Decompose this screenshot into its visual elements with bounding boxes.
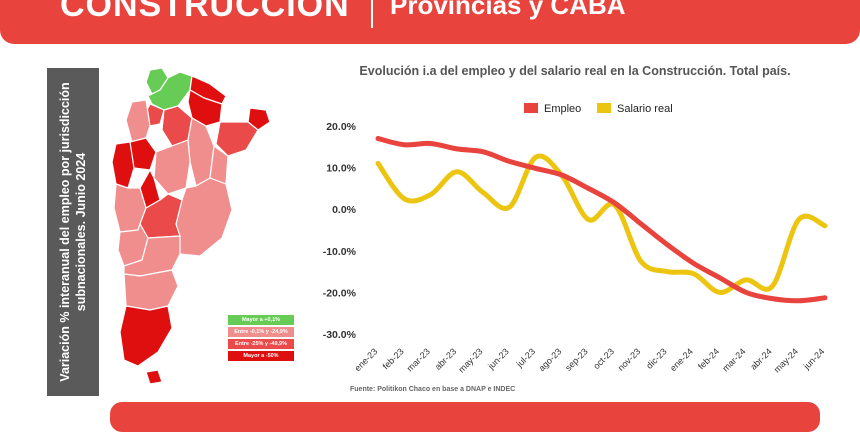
- map-region-chaco: [187, 89, 223, 127]
- map-region-buenosaires: [175, 177, 233, 257]
- x-tick-label: dic-23: [644, 346, 668, 370]
- x-tick-label: jun-23: [485, 346, 510, 371]
- x-tick-label: abr-24: [748, 346, 773, 371]
- x-tick-label: may-23: [456, 346, 484, 374]
- header-divider: [371, 0, 373, 28]
- map-legend-positive: Mayor a +0,1%: [228, 315, 294, 325]
- x-tick-label: feb-23: [381, 346, 406, 371]
- legend-swatch-salario-real: [597, 103, 611, 113]
- y-tick-label: -30.0%: [323, 329, 357, 341]
- x-tick-label: feb-24: [696, 346, 721, 371]
- y-tick-label: -10.0%: [323, 246, 357, 258]
- series-line-empleo: [375, 136, 828, 304]
- x-tick-label: mar-24: [720, 346, 747, 373]
- map-legend-mid: Entre -25% y -49,9%: [228, 339, 294, 349]
- line-chart: 20.0%10.0%0.0%-10.0%-20.0%-30.0%ene-23 fe…: [323, 103, 828, 375]
- map-legend-high: Mayor a -50%: [228, 351, 294, 361]
- x-tick-label: abr-23: [433, 346, 458, 371]
- map-region-misiones: [247, 107, 271, 131]
- x-tick-label: ene-23: [353, 346, 380, 373]
- series-line-salario-real: [375, 153, 828, 295]
- map-region-santacruz: [119, 305, 173, 367]
- x-tick-label: sep-23: [563, 346, 590, 373]
- x-tick-label: jun-24: [801, 346, 826, 371]
- x-tick-label: oct-23: [591, 346, 616, 371]
- header-subtitle: Provincias y CABA: [390, 0, 626, 20]
- y-tick-label: 20.0%: [326, 121, 356, 133]
- side-label-panel: [47, 68, 99, 396]
- map-region-cordoba: [153, 139, 191, 195]
- map-region-catamarca: [125, 99, 151, 143]
- x-tick-label: nov-23: [616, 346, 643, 373]
- map-region-tierradelfuego: [145, 369, 163, 385]
- y-tick-label: -20.0%: [323, 287, 357, 299]
- footer-bar: [110, 402, 820, 432]
- side-label: Variación % interanual del empleo por ju…: [58, 82, 88, 382]
- chart-title: Evolución i.a del empleo y del salario r…: [359, 64, 791, 78]
- y-tick-label: 0.0%: [332, 204, 357, 216]
- map-region-chubut: [123, 269, 179, 311]
- legend-label-empleo: Empleo: [544, 103, 581, 115]
- x-tick-label: jul-23: [514, 346, 537, 369]
- header-banner: CONSTRUCCIÓN Provincias y CABA: [0, 0, 860, 44]
- map-legend: Mayor a +0,1% Entre -0,1% y -24,9% Entre…: [228, 315, 294, 363]
- source-note: Fuente: Politikon Chaco en base a DNAP e…: [350, 386, 516, 393]
- map-legend-low: Entre -0,1% y -24,9%: [228, 327, 294, 337]
- map-region-sanjuan: [111, 141, 135, 189]
- header-title: CONSTRUCCIÓN: [60, 0, 350, 24]
- legend-swatch-empleo: [524, 103, 538, 113]
- y-tick-label: 10.0%: [326, 163, 356, 175]
- x-tick-label: mar-23: [405, 346, 432, 373]
- x-tick-label: may-24: [772, 346, 800, 374]
- legend-label-salario-real: Salario real: [617, 103, 673, 115]
- map-region-corrientes: [215, 121, 259, 157]
- argentina-map: [111, 67, 271, 385]
- x-tick-label: ene-24: [668, 346, 695, 373]
- x-tick-label: ago-23: [537, 346, 564, 373]
